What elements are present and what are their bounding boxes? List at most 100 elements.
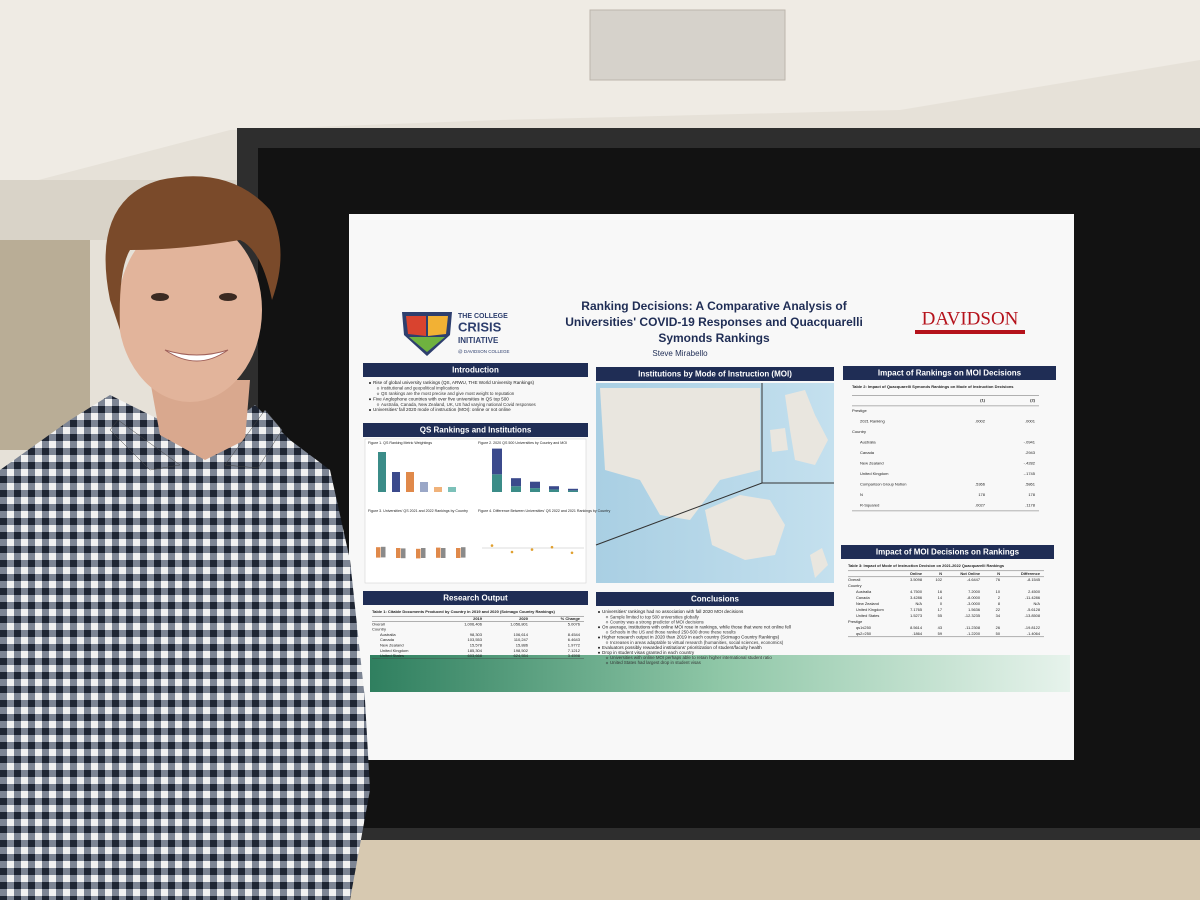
bullet-dot <box>598 646 600 649</box>
bar <box>381 546 386 558</box>
title: Ranking Decisions: A Comparative Analysi… <box>581 299 847 313</box>
table-cell: -8.0000 <box>967 595 981 600</box>
table-cell: Prestige <box>848 619 862 624</box>
section-header <box>841 545 1054 559</box>
bar <box>434 487 442 492</box>
table-cell: Australia <box>860 440 876 445</box>
eye <box>219 293 237 301</box>
table-header: 2019 <box>473 616 483 621</box>
sub-bullet: Schools in the US and those ranked 250-5… <box>610 630 737 635</box>
bar <box>401 548 406 559</box>
table-cell: 7.2000 <box>968 589 981 594</box>
table-cell: 3.4598 <box>568 653 581 658</box>
table-cell: R-Squared <box>860 503 879 508</box>
table-cell: .1178 <box>1025 503 1035 508</box>
table-cell: 106,614 <box>514 632 529 637</box>
sub-bullet-dot <box>605 631 609 634</box>
title: Symonds Rankings <box>658 331 770 345</box>
table-cell: 98,303 <box>470 632 483 637</box>
bullet-dot <box>598 611 600 613</box>
table-cell: 10 <box>996 589 1001 594</box>
sub-bullet-dot <box>376 387 380 390</box>
table-cell: -11.4286 <box>1025 595 1040 600</box>
bullet: On average, institutions with online MOI… <box>602 625 791 630</box>
table-cell: United Kingdom <box>380 648 409 653</box>
section-heading: Impact of Rankings on MOI Decisions <box>878 369 1022 378</box>
section-header <box>363 591 588 605</box>
logo-part <box>409 337 445 352</box>
table-cell: 16 <box>938 589 942 594</box>
brand-rule <box>915 330 1025 334</box>
logo-text: @ DAVIDSON COLLEGE <box>458 349 510 354</box>
table-cell: 3.5098 <box>910 577 922 582</box>
poster-band <box>370 655 1070 692</box>
table-cell: 8.4544 <box>568 632 581 637</box>
table-cell: 1,056,801 <box>510 621 529 626</box>
table-cell: 8.5614 <box>910 625 923 630</box>
table-cell: -11.2308 <box>965 625 980 630</box>
sub-bullet-dot <box>605 615 609 619</box>
sub-bullet: Country was a strong predictor of MOI de… <box>610 619 705 624</box>
table-cell: .5861 <box>1025 482 1036 487</box>
table-cell: .0002 <box>975 419 986 424</box>
table-cell: .1864 <box>912 631 923 636</box>
table-cell: United States <box>856 613 879 618</box>
bar <box>448 487 456 492</box>
table-cell: 22 <box>996 607 1000 612</box>
table-cell: 178 <box>978 492 985 497</box>
sub-bullet: QS rankings are the most precise and giv… <box>381 391 515 396</box>
bar <box>530 481 540 489</box>
table-cell: N/A <box>916 601 923 606</box>
table-cell: N <box>860 492 863 497</box>
sub-bullet: United States had largest drop in studen… <box>610 660 702 665</box>
table-cell: 26 <box>996 625 1000 630</box>
section-heading: Impact of MOI Decisions on Rankings <box>876 548 1020 557</box>
logo-part <box>428 316 448 336</box>
table-cell: United States <box>380 653 404 658</box>
table-cell: 43 <box>938 625 942 630</box>
logo-text: INITIATIVE <box>458 336 499 345</box>
bar <box>421 548 426 558</box>
bullet-dot <box>369 398 371 401</box>
figure-panel <box>364 438 587 584</box>
table-header: N <box>939 571 942 576</box>
table-cell: -1.4064 <box>1027 631 1041 636</box>
table-cell: 50 <box>996 631 1001 636</box>
bar <box>392 472 400 492</box>
sub-bullet-dot <box>605 656 609 659</box>
table-cell: Comparison Group Notion <box>860 482 906 487</box>
poster-content: Introduction Rise of global university ra… <box>363 363 1056 665</box>
table-cell: .5366 <box>975 482 986 487</box>
bullet: Higher research output in 2020 than 2019… <box>602 635 780 640</box>
point <box>550 545 554 549</box>
bar <box>456 548 461 558</box>
title: Universities' COVID-19 Responses and Qua… <box>565 315 863 329</box>
figure-caption: Figure 2. 2020 QS 500 Universities by Co… <box>478 441 567 445</box>
table-header: (2) <box>1030 398 1036 403</box>
section-header <box>596 592 834 606</box>
table-cell: 603,668 <box>468 653 483 658</box>
table-cell: 4.7500 <box>910 589 923 594</box>
bullet: Evaluators possibly rewarded institution… <box>602 645 762 650</box>
point <box>490 544 494 547</box>
table-cell: 1.5636 <box>968 607 980 612</box>
table-cell: qs1≤250 <box>856 625 872 630</box>
bar <box>511 478 521 487</box>
table-header: Not Online <box>960 571 981 576</box>
bar <box>441 548 446 558</box>
bar <box>568 488 578 491</box>
table-cell: Canada <box>860 450 875 455</box>
table-cell: 2021 Ranking <box>860 419 885 424</box>
section-heading: Introduction <box>452 366 499 375</box>
table-cell: 59 <box>938 631 942 636</box>
table-cell: Overall <box>848 577 860 582</box>
sub-bullet-dot <box>605 661 609 665</box>
section-heading: QS Rankings and Institutions <box>420 426 532 435</box>
figure-caption: Figure 4. Difference Between Universitie… <box>478 509 610 513</box>
table-cell: Country <box>848 583 862 588</box>
bullet-dot <box>598 636 600 639</box>
table-cell: 1.5273 <box>910 613 922 618</box>
bullet: Rise of global university rankings (QS, … <box>373 380 535 385</box>
